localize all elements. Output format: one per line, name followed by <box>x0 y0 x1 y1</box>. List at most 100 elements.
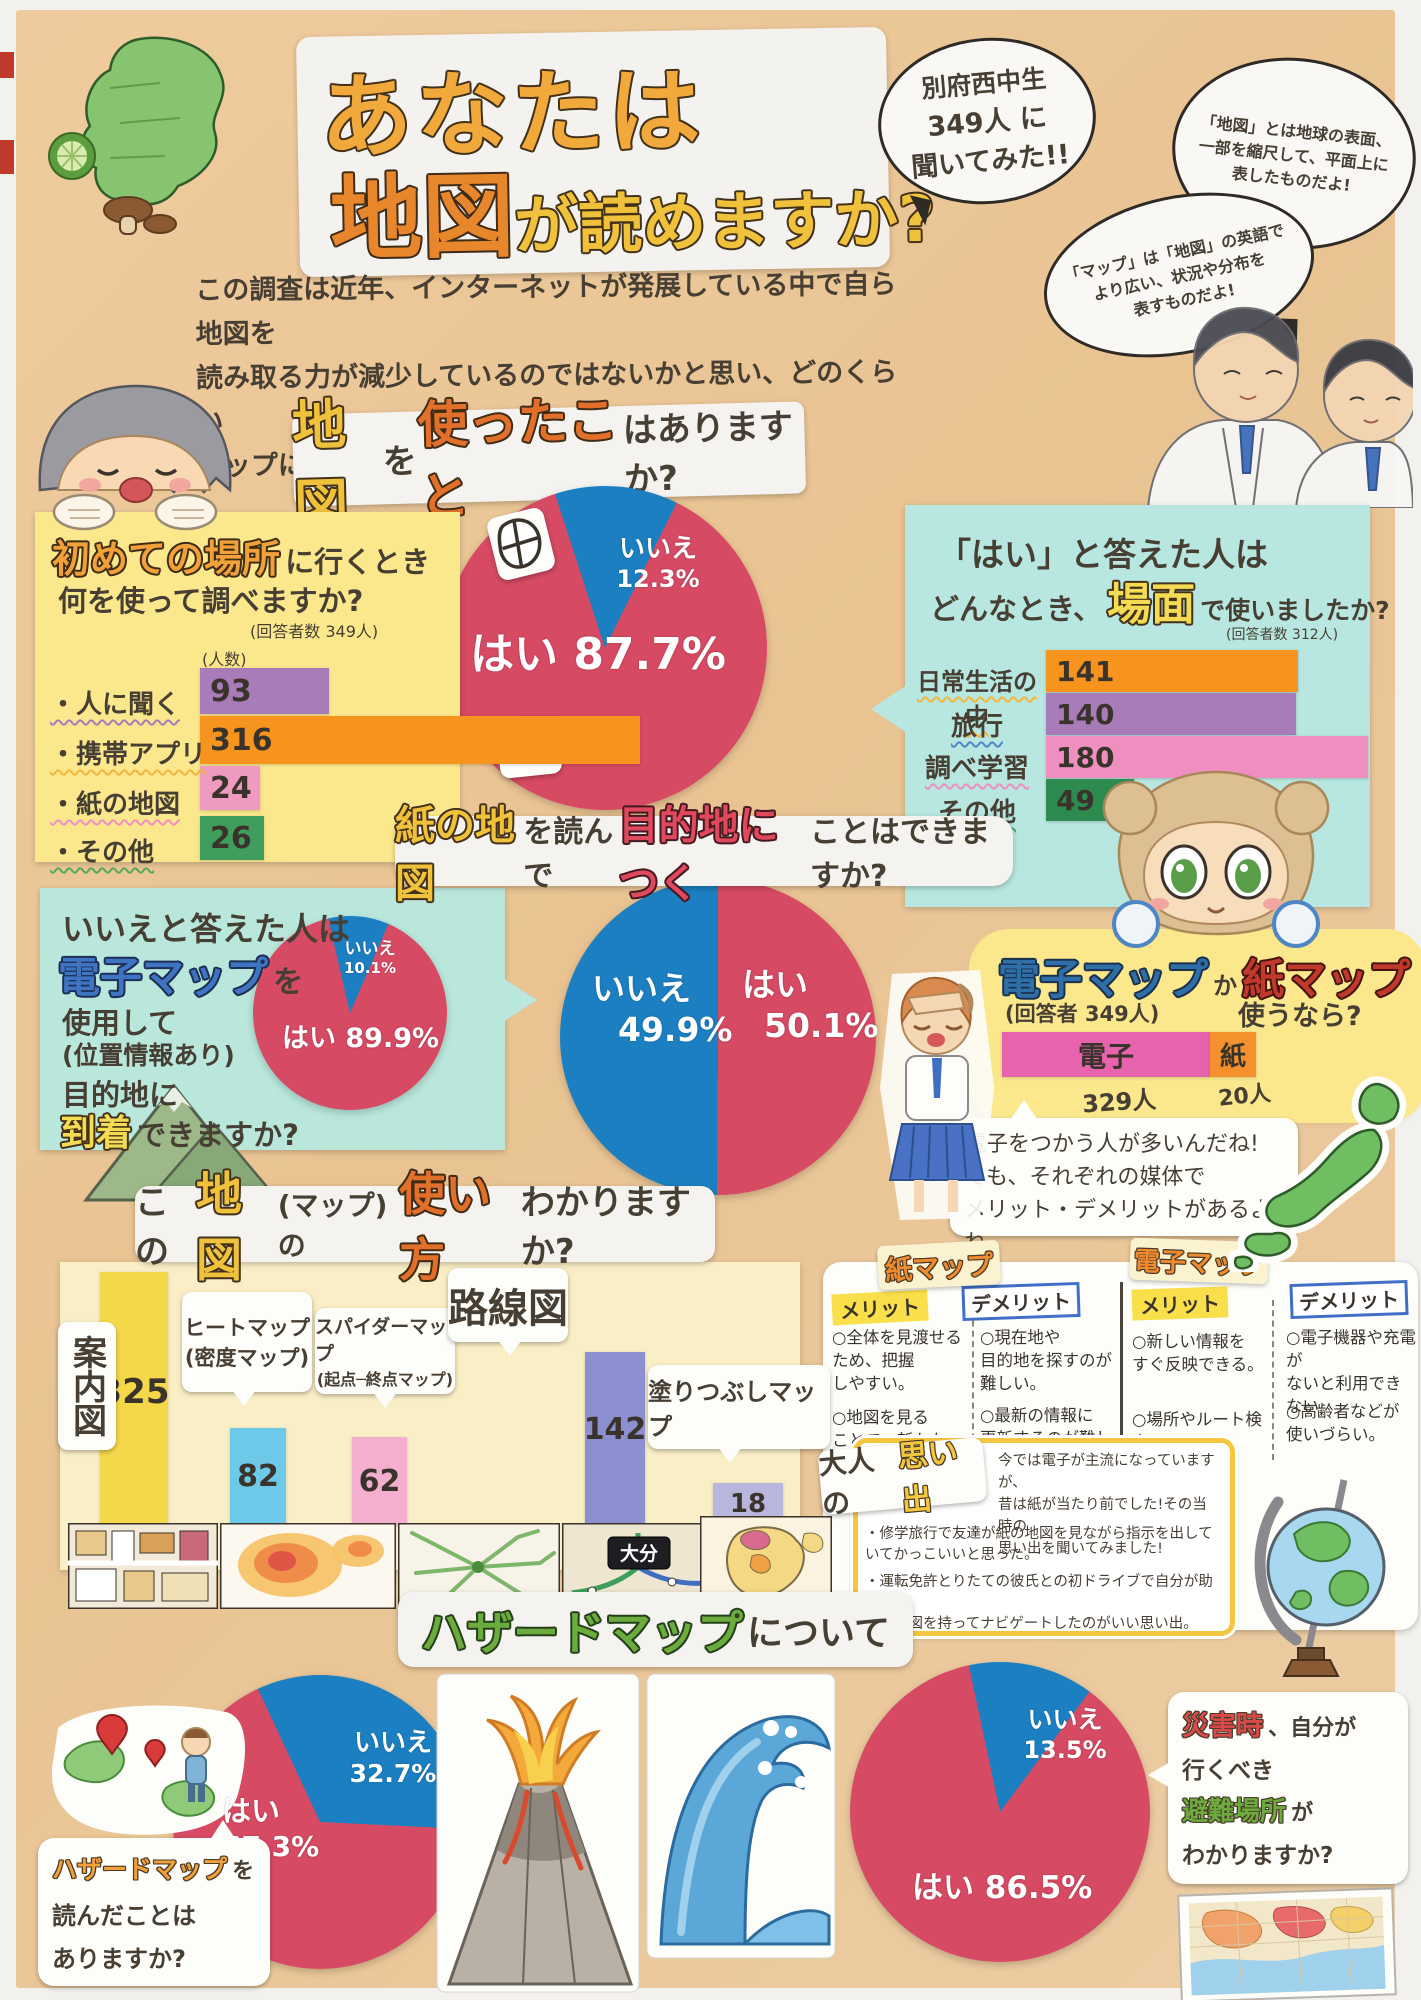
q3-heading: この 地図 (マップ)の 使い方 わかりますか? <box>135 1167 715 1287</box>
binoculars-girl-illustration <box>1102 770 1330 948</box>
first-place-label-1: ・人に聞く <box>50 690 181 720</box>
volcano-illustration <box>436 1673 640 1993</box>
map-types-bar-annaizu: 325 <box>99 1272 170 1525</box>
situations-bar-3: 180 <box>1046 736 1368 778</box>
used-map-pie-no-label: いいえ 12.3% <box>616 534 700 593</box>
emap-pie-yes-label: はい 89.9% <box>282 1023 440 1054</box>
red-tape-artifact <box>0 140 14 174</box>
first-place-bar-1: 93 <box>200 668 329 714</box>
digital-demerit-label: デメリット <box>1289 1279 1409 1320</box>
adult-memory-box <box>853 1438 1235 1636</box>
digital-merit-item-1: ○新しい情報を すぐ反映できる。 <box>1132 1332 1264 1374</box>
first-place-note: (回答者数 349人) <box>250 622 379 641</box>
situations-label-2: 旅行 <box>950 712 1003 742</box>
map-types-bar-rosenzu: 142 <box>584 1352 646 1525</box>
digital-demerit-item-2: ○高齢者などが 使いづらい。 <box>1286 1402 1400 1444</box>
adult-memory-bullet-1: ・修学旅行で友達が紙の地図を見ながら指示を出して いてかっこいいと思った。 <box>865 1526 1213 1563</box>
paper-column-divider <box>972 1300 974 1460</box>
heat-map-thumbnail <box>220 1523 396 1609</box>
poster-title-line2: 地図が読めますか? <box>329 163 937 274</box>
two-boys-illustration <box>1146 306 1413 508</box>
emap-followup-l6: 到着 できますか? <box>60 1113 299 1154</box>
paper-merit-item-1: ○全体を見渡せる ため、把握 しやすい。 <box>832 1328 962 1393</box>
evac-pie-no-label: いいえ 13.5% <box>1023 1705 1107 1764</box>
emap-followup-l5: 目的地に <box>62 1078 179 1112</box>
adult-memory-bullet-2: ・運転免許とりたての彼氏との初ドライブで自分が助手席で 紙の地図を持ってナビゲー… <box>865 1574 1213 1632</box>
adult-memory-intro: 今では電子が主流になっていますが、 昔は紙が当たり前でした!その当時の 思い出を… <box>998 1453 1215 1557</box>
japan-map-illustration <box>1228 1076 1407 1272</box>
boat-icon <box>485 505 557 583</box>
evac-question-box: 災害時 、自分が 行くべき 避難場所 が わかりますか? <box>1148 1692 1408 1884</box>
merit-demerit-center-divider <box>1120 1282 1123 1462</box>
map-types-label-nuritsubushi: 塗りつぶしマップ <box>648 1365 830 1463</box>
first-place-label-2: ・携帯アプリ <box>50 740 207 770</box>
denshi-bar-segment: 電子 <box>1002 1032 1210 1077</box>
q2-heading: 紙の地図 を読んで 目的地につく ことはできますか? <box>395 803 1013 907</box>
emap-followup-l4: (位置情報あり) <box>62 1041 235 1070</box>
situations-bar-2: 140 <box>1046 693 1296 735</box>
hazard-read-pie-no-label: いいえ 32.7% <box>349 1728 437 1788</box>
kabosu-icon <box>48 132 96 180</box>
emap-followup-l2: 電子マップ を <box>58 953 304 1002</box>
paper-map-tag: 紙マップ <box>876 1239 1002 1291</box>
first-place-bar-2: 316 <box>200 716 640 764</box>
situations-label-3: 調べ学習 <box>924 754 1029 784</box>
kami-bar-segment: 紙 <box>1210 1032 1256 1077</box>
title-keyword: 地図 <box>329 163 516 274</box>
first-place-label-3: ・紙の地図 <box>50 790 181 820</box>
first-place-unit: (人数) <box>202 650 247 669</box>
digital-column-divider <box>1272 1300 1274 1460</box>
situations-title1: 「はい」と答えた人は <box>938 535 1268 574</box>
route-map-sign-text: 大分 <box>620 1542 658 1565</box>
map-types-label-spider: スパイダーマップ (起点─終点マップ) <box>315 1308 455 1408</box>
emap-followup-l1: いいえと答えた人は <box>62 910 351 948</box>
paper-merit-label: メリット <box>831 1289 929 1326</box>
red-tape-artifact <box>0 52 14 78</box>
hazard-heading: ハザードマップ について <box>398 1592 913 1667</box>
paper-map-pie-yes-label: はい 50.1% <box>742 965 879 1045</box>
shiitake-icon <box>103 196 177 235</box>
map-types-label-heatmap: ヒートマップ (密度マップ) <box>182 1292 312 1406</box>
map-types-label-annaizu: 案内図 <box>58 1322 116 1450</box>
emap-vs-paper-title: 電子マップ か 紙マップ <box>998 955 1411 1004</box>
emap-followup-l3: 使用して <box>62 1006 178 1040</box>
adult-memory-label: 大人の 思い出 <box>817 1435 988 1521</box>
first-place-bar-4: 26 <box>200 816 264 860</box>
denshi-comment-bubble: 電子をつかう人が多いんだね! でも、それぞれの媒体で メリット・デメリットがある… <box>950 1100 1298 1256</box>
digital-demerit-item-1: ○電子機器や充電が ないと利用できない <box>1286 1328 1416 1416</box>
globe-illustration <box>1254 1479 1386 1677</box>
pin-map-illustration <box>51 1705 246 1835</box>
evac-pie-chart <box>850 1662 1150 1962</box>
paper-map-pie-no-label: いいえ 49.9% <box>592 969 733 1049</box>
paper-map-pie-chart <box>560 879 876 1195</box>
situations-label-1: 日常生活の中 <box>917 668 1037 731</box>
paper-demerit-item-1: ○現在地や 目的地を探すのが 難しい。 <box>980 1328 1112 1393</box>
emap-pie-no-label: いいえ 10.1% <box>343 939 397 977</box>
digital-merit-label: メリット <box>1131 1286 1229 1321</box>
emap-vs-paper-box <box>975 935 1420 1117</box>
hazard-map-paper-illustration <box>1177 1887 1397 2000</box>
first-place-bar-3: 24 <box>200 766 260 810</box>
emap-vs-paper-note: (回答者 349人) <box>1005 1002 1160 1026</box>
emap-vs-paper-sub: 使うなら? <box>1238 1001 1362 1032</box>
saluting-girl-illustration <box>880 970 994 1220</box>
paper-demerit-label: デメリット <box>961 1281 1081 1322</box>
peeking-boy-illustration <box>38 384 232 531</box>
hazard-read-question-box: ハザードマップ を 読んだことは ありますか? <box>38 1820 270 1986</box>
guide-map-thumbnail <box>68 1523 218 1609</box>
q1-heading: 地図 を 使ったこと はありますか? <box>291 391 807 537</box>
denshi-count: 329人 <box>1081 1085 1158 1119</box>
emap-destination-pie-chart <box>253 916 447 1110</box>
first-place-label-4: ・その他 <box>50 838 155 868</box>
map-types-label-rosenzu: 路線図 <box>448 1268 568 1356</box>
kyushu-map-illustration <box>48 36 225 235</box>
tsunami-illustration <box>646 1673 836 1959</box>
situations-bar-1: 141 <box>1046 650 1298 692</box>
situations-title2: どんなとき、 場面 で使いましたか? <box>930 579 1390 630</box>
evac-pie-yes-label: はい 86.5% <box>912 1870 1093 1906</box>
used-map-pie-yes-label: はい 87.7% <box>470 629 726 680</box>
situations-note: (回答者数 312人) <box>1226 627 1339 643</box>
map-types-bar-heatmap: 82 <box>230 1428 286 1525</box>
first-place-title2: 何を使って調べますか? <box>58 584 364 618</box>
